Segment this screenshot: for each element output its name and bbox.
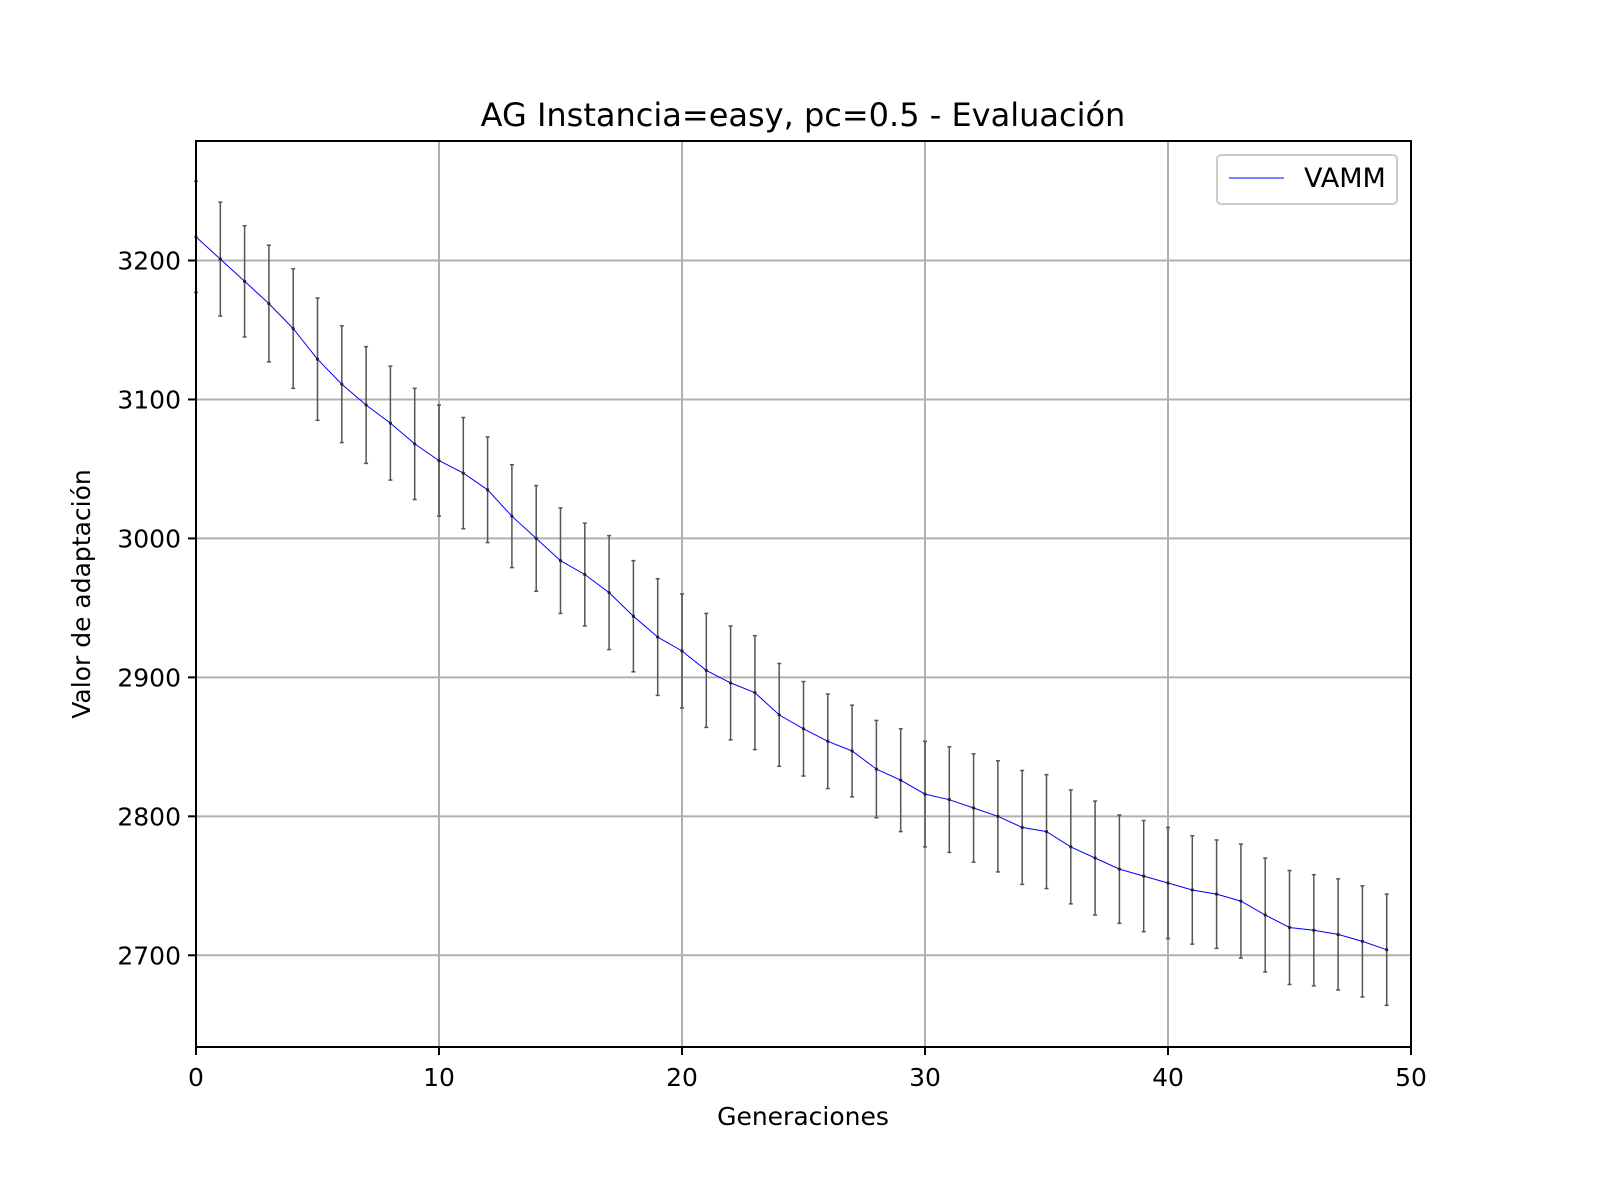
data-point — [218, 257, 222, 261]
y-tick-label: 2700 — [117, 941, 181, 970]
data-point — [777, 713, 781, 717]
data-point — [1069, 845, 1073, 849]
data-point — [826, 739, 830, 743]
data-point — [1142, 874, 1146, 878]
data-point — [729, 681, 733, 685]
data-point — [874, 767, 879, 771]
data-point — [413, 442, 417, 446]
data-point — [340, 382, 344, 386]
series-layer — [194, 235, 1389, 952]
y-tick-label: 3000 — [117, 524, 181, 553]
data-point — [850, 749, 854, 753]
data-point — [534, 536, 538, 541]
data-point — [1215, 892, 1219, 896]
data-point — [364, 403, 368, 407]
data-point — [1312, 928, 1316, 932]
data-point — [583, 572, 587, 577]
data-point — [947, 798, 951, 802]
x-tick-label: 50 — [1395, 1063, 1427, 1092]
data-point — [1385, 948, 1389, 952]
data-point — [753, 691, 757, 695]
x-axis: 0 10 20 30 40 50 — [188, 1047, 1427, 1092]
data-point — [461, 471, 465, 475]
data-point — [656, 635, 660, 639]
x-tick-label: 40 — [1152, 1063, 1184, 1092]
data-point — [315, 357, 320, 361]
legend: VAMM — [1216, 154, 1398, 205]
data-point — [996, 814, 1000, 818]
data-point — [1287, 925, 1292, 930]
data-point — [1360, 939, 1364, 943]
data-point — [607, 591, 611, 595]
data-point — [388, 421, 392, 425]
data-point — [510, 514, 514, 518]
data-point — [704, 668, 708, 673]
data-point — [1093, 856, 1097, 860]
data-point — [801, 727, 806, 731]
data-point — [1239, 899, 1243, 903]
legend-label-vamm: VAMM — [1304, 163, 1386, 194]
data-point — [923, 792, 927, 796]
data-point — [437, 459, 441, 463]
x-tick-label: 0 — [188, 1063, 204, 1092]
data-point — [558, 559, 563, 563]
data-point — [1190, 888, 1194, 892]
data-point — [1166, 881, 1170, 885]
data-point — [267, 301, 271, 306]
data-point — [631, 614, 636, 618]
x-axis-title: Generaciones — [717, 1102, 889, 1131]
legend-box — [1216, 154, 1398, 205]
chart-title: AG Instancia=easy, pc=0.5 - Evaluación — [481, 96, 1126, 134]
data-point — [899, 778, 903, 782]
data-point — [1263, 913, 1267, 917]
y-tick-label: 2900 — [117, 663, 181, 692]
data-point — [1117, 867, 1121, 871]
data-point — [1044, 830, 1049, 834]
data-point — [1020, 825, 1024, 830]
data-point — [972, 806, 976, 810]
plot-area-frame — [195, 140, 1412, 1048]
data-point — [243, 279, 247, 283]
y-axis: 2700 2800 2900 3000 3100 3200 — [117, 247, 196, 970]
data-point — [486, 488, 490, 492]
x-tick-label: 10 — [423, 1063, 455, 1092]
y-tick-label: 2800 — [117, 802, 181, 831]
y-tick-label: 3100 — [117, 385, 181, 414]
x-tick-label: 30 — [909, 1063, 941, 1092]
y-axis-title: Valor de adaptación — [67, 469, 96, 718]
series-line-vamm — [195, 236, 1387, 951]
data-point — [680, 649, 684, 653]
data-point — [1336, 932, 1340, 937]
x-tick-label: 20 — [666, 1063, 698, 1092]
data-point — [291, 326, 295, 331]
y-tick-label: 3200 — [117, 247, 181, 276]
